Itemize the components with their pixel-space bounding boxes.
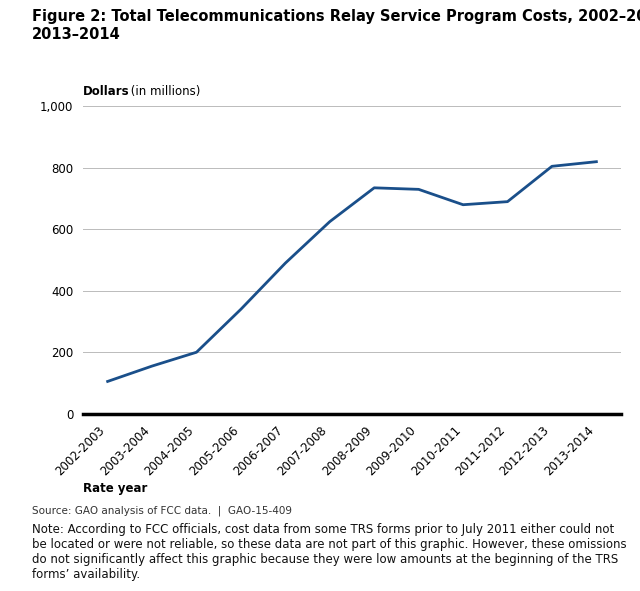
Text: Figure 2: Total Telecommunications Relay Service Program Costs, 2002–2003 to: Figure 2: Total Telecommunications Relay… (32, 9, 640, 24)
Text: Source: GAO analysis of FCC data.  |  GAO-15-409: Source: GAO analysis of FCC data. | GAO-… (32, 505, 292, 516)
Text: 2013–2014: 2013–2014 (32, 27, 121, 41)
Text: Dollars: Dollars (83, 85, 130, 98)
Text: (in millions): (in millions) (127, 85, 200, 98)
Text: Rate year: Rate year (83, 482, 148, 495)
Text: Note: According to FCC officials, cost data from some TRS forms prior to July 20: Note: According to FCC officials, cost d… (32, 523, 627, 581)
